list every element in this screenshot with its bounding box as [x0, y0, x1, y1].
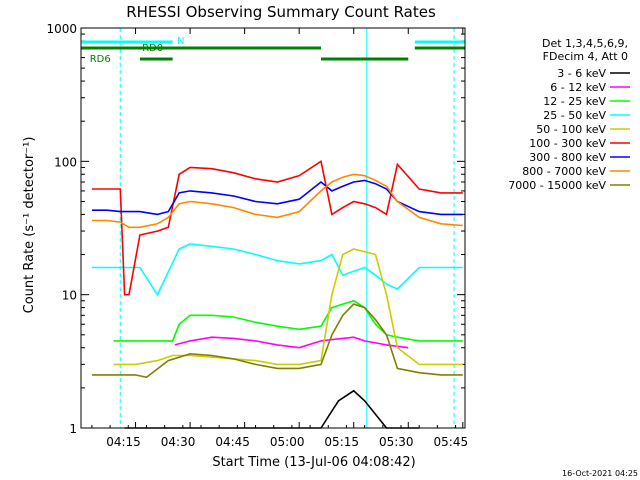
x-tick-label: 04:30 [161, 435, 196, 449]
legend-entry-label: 3 - 6 keV [557, 67, 606, 80]
legend-entry-label: 25 - 50 keV [543, 109, 606, 122]
plot-area: 04:15 04:30 04:45 05:00 05:15 05:30 05:45 1 10 10… [46, 22, 468, 449]
series-line-4 [113, 248, 463, 366]
flag-label-rd0: RD0 [142, 43, 163, 54]
legend-header-line-2: FDecim 4, Att 0 [543, 50, 628, 63]
series-line-8 [91, 303, 463, 379]
x-tick-label: 04:45 [215, 435, 250, 449]
legend-entry-label: 100 - 300 keV [529, 137, 606, 150]
x-tick-label: 05:45 [434, 435, 469, 449]
legend-header-line-1: Det 1,3,4,5,6,9, [542, 37, 628, 50]
generation-timestamp: 16-Oct-2021 04:25 [562, 469, 638, 478]
chart-title: RHESSI Observing Summary Count Rates [126, 3, 436, 21]
series-line-7 [91, 173, 463, 229]
x-tick-label: 05:30 [379, 435, 414, 449]
series-line-5 [91, 159, 463, 296]
series-line-2 [113, 299, 463, 342]
series-line-1 [174, 336, 409, 349]
legend-entry-label: 12 - 25 keV [543, 95, 606, 108]
legend-entry-label: 300 - 800 keV [529, 151, 606, 164]
flag-label-n: N [177, 36, 184, 47]
x-tick-label: 04:15 [106, 435, 141, 449]
y-tick-label: 1000 [46, 22, 77, 36]
series-line-3 [91, 243, 463, 297]
series-line-6 [91, 179, 463, 216]
y-tick-label: 10 [62, 289, 77, 303]
y-tick-label: 100 [54, 155, 77, 169]
legend-entry-label: 50 - 100 keV [536, 123, 606, 136]
plot-frame [80, 27, 466, 429]
x-tick-label: 05:00 [270, 435, 305, 449]
flag-label-rd6: RD6 [90, 54, 111, 65]
legend-entry-label: 7000 - 15000 keV [508, 179, 606, 192]
x-tick-label: 05:15 [324, 435, 359, 449]
x-axis-label: Start Time (13-Jul-06 04:08:42) [212, 455, 415, 470]
legend-entry-label: 6 - 12 keV [550, 81, 606, 94]
y-tick-label: 1 [69, 422, 77, 436]
legend-entry-label: 800 - 7000 keV [522, 165, 606, 178]
y-axis-label: Count Rate (s⁻¹ detector⁻¹) [22, 137, 37, 314]
